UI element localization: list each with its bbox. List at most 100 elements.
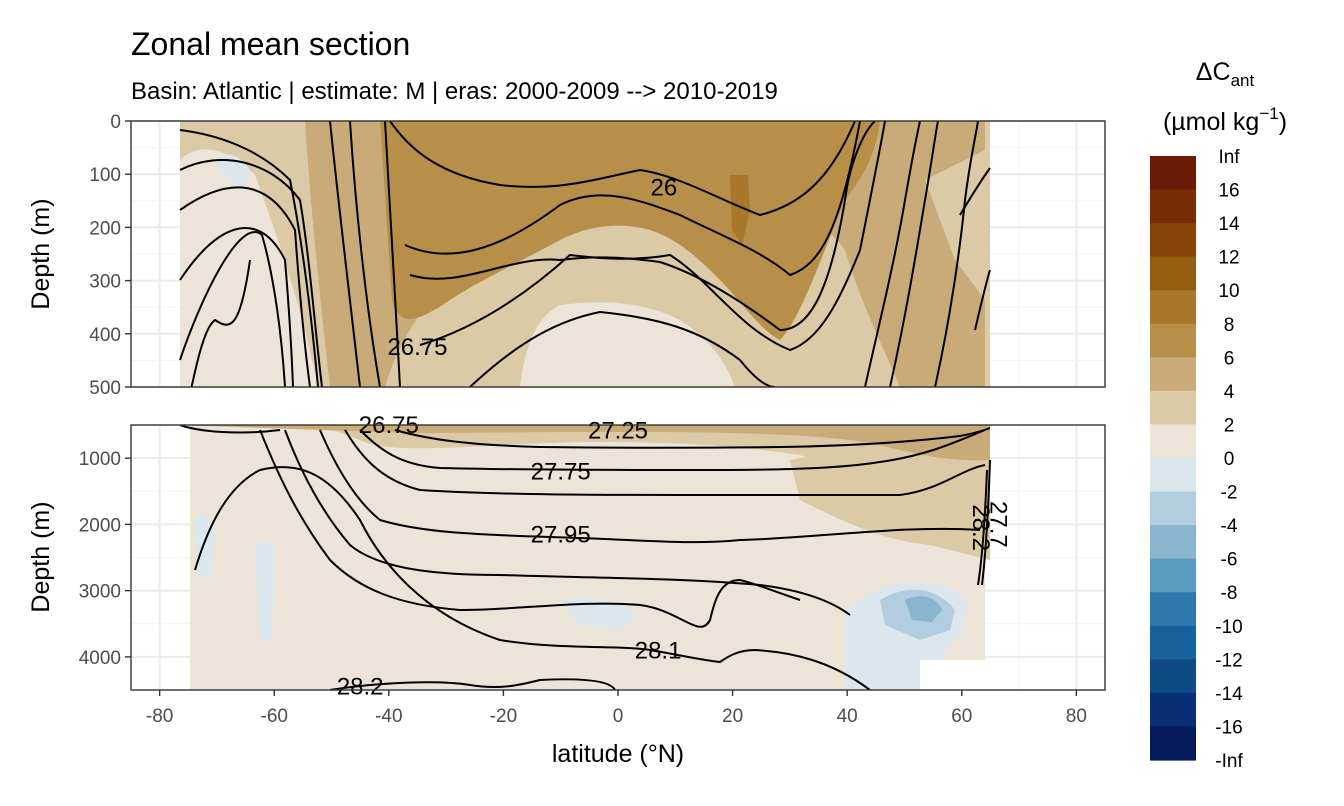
contour-line (889, 121, 939, 387)
legend-tick-label: -8 (1221, 583, 1238, 604)
field-neg-south (215, 154, 250, 190)
lower-contours (179, 425, 991, 690)
contour-line (981, 459, 991, 586)
y-tick-label: 1000 (79, 449, 121, 470)
x-tick-label: -60 (261, 706, 288, 727)
legend-unit-superscript: −1 (1259, 104, 1278, 123)
x-axis-title: latitude (°N) (552, 740, 684, 768)
field-blank-bottom-right (920, 660, 990, 690)
y-tick-label: 400 (89, 325, 121, 346)
legend-swatch (1150, 357, 1196, 392)
legend-tick-label: -Inf (1215, 751, 1243, 772)
y-tick-label: 3000 (79, 582, 121, 603)
legend-tick-labels: Inf 16 14 12 10 8 6 4 2 0 -2 -4 -6 -8 -10 -12 -14 -16 -Inf (1215, 147, 1243, 772)
contour-line (190, 259, 251, 387)
legend-tick-label: -6 (1221, 550, 1238, 571)
contour-line (384, 121, 401, 387)
legend-swatch (1150, 726, 1196, 761)
contour-line (194, 466, 871, 690)
legend-title-subscript: ant (1231, 71, 1255, 90)
legend-tick-label: -14 (1215, 684, 1243, 705)
legend-swatch (1150, 659, 1196, 694)
contour-line (179, 186, 311, 387)
legend-swatch (1150, 692, 1196, 728)
contour-line (179, 159, 323, 387)
legend-swatch (1150, 256, 1196, 291)
legend-swatch (1150, 189, 1196, 224)
legend-tick-label: -2 (1221, 483, 1238, 504)
x-tick-label: 20 (722, 706, 743, 727)
upper-contours (179, 121, 991, 387)
y-tick-label: 100 (89, 165, 121, 186)
contour-line (329, 678, 616, 690)
field-neg-mid-deep (255, 540, 275, 640)
legend-tick-label: 8 (1224, 315, 1235, 336)
legend-swatch (1150, 458, 1196, 493)
contour-line (389, 121, 856, 217)
legend-tick-label: Inf (1218, 147, 1240, 168)
contour-line (329, 121, 361, 387)
upper-y-axis-ticks: 0 100 200 300 400 500 (89, 112, 131, 399)
contour-line (404, 121, 861, 277)
x-tick-label: 40 (837, 706, 858, 727)
x-tick-label: 80 (1066, 706, 1087, 727)
upper-panel: 26 26.75 (130, 120, 1106, 388)
contour-line (959, 167, 991, 216)
x-tick-label: 0 (613, 706, 624, 727)
contour-line (284, 429, 851, 616)
contour-label: 27.25 (588, 417, 648, 444)
contour-label: 26.75 (387, 334, 447, 361)
x-tick-label: 60 (951, 706, 972, 727)
y-axis-title-lower: Depth (m) (27, 501, 55, 612)
legend-swatch (1150, 223, 1196, 258)
legend-tick-label: 12 (1218, 248, 1239, 269)
field-0-2-tropics (520, 302, 735, 387)
legend-swatch (1150, 491, 1196, 526)
contour-line (344, 429, 986, 497)
field-2-4-north (925, 150, 985, 300)
legend-colorbar (1150, 156, 1196, 761)
y-tick-label: 4000 (79, 648, 121, 669)
legend-unit: (µmol kg−1) (1163, 104, 1287, 136)
legend-tick-label: 4 (1224, 382, 1235, 403)
x-tick-label: -40 (375, 706, 402, 727)
contour-line (977, 469, 988, 586)
y-tick-label: 2000 (79, 515, 121, 536)
legend-swatch (1150, 558, 1196, 593)
field-neg-west-deep (560, 598, 640, 630)
field-6-8-upper (380, 121, 880, 340)
lower-panel-fill (180, 425, 990, 690)
field-8-10-upper (730, 175, 750, 245)
contour-label: 27.75 (531, 458, 591, 485)
x-axis-ticks: -80 -60 -40 -20 0 20 40 60 80 (146, 690, 1087, 727)
legend-title: ΔCant (1196, 58, 1255, 90)
legend-tick-label: -12 (1215, 650, 1242, 671)
chart-title: Zonal mean section (131, 26, 410, 62)
legend-swatch (1150, 323, 1196, 358)
upper-panel-fill (180, 121, 990, 387)
x-tick-label: -80 (146, 706, 173, 727)
contour-line (179, 129, 319, 387)
legend-tick-label: 16 (1218, 181, 1239, 202)
y-tick-label: 300 (89, 272, 121, 293)
legend-tick-label: 14 (1218, 214, 1240, 235)
contour-label: 28.2 (337, 674, 384, 701)
legend-tick-label: 6 (1224, 348, 1235, 369)
y-tick-label: 500 (89, 378, 121, 399)
legend-tick-label: -16 (1215, 717, 1242, 738)
legend-swatch (1150, 424, 1196, 459)
legend-tick-label: -10 (1215, 617, 1242, 638)
contour-line (179, 425, 281, 434)
contour-label: 27.7 (985, 501, 1012, 548)
field-neg4-north-deep (905, 596, 942, 622)
lower-y-axis-ticks: 1000 2000 3000 4000 (79, 449, 131, 669)
x-tick-label: -20 (490, 706, 517, 727)
contour-line (934, 121, 979, 387)
legend-swatch (1150, 625, 1196, 660)
y-axis-title-upper: Depth (m) (27, 198, 55, 309)
contour-label: 28.1 (635, 637, 682, 664)
legend-tick-label: 2 (1224, 415, 1235, 436)
legend-swatch (1150, 525, 1196, 560)
